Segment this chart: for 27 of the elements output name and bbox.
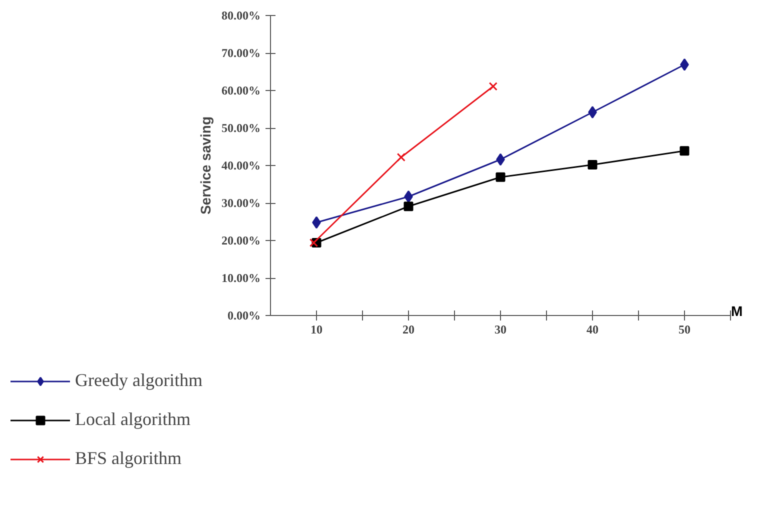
point — [309, 238, 318, 248]
y-tick-label: 10.00% — [222, 271, 260, 285]
y-tick-label: 70.00% — [222, 46, 260, 60]
y-tick-label: 60.00% — [222, 84, 260, 98]
y-tick-label: 20.00% — [222, 234, 260, 248]
legend-label: Local algorithm — [75, 409, 190, 430]
point — [588, 106, 597, 118]
point — [588, 160, 598, 170]
legend-label: BFS algorithm — [75, 448, 182, 469]
y-tick-label: 0.00% — [228, 308, 260, 322]
x-tick-label: 10 — [310, 322, 322, 336]
point — [396, 152, 406, 162]
point — [488, 82, 498, 91]
y-tick-label: 40.00% — [222, 158, 260, 172]
x-axis-title: M — [731, 302, 743, 321]
x-tick-label: 30 — [494, 322, 506, 336]
point — [404, 202, 414, 212]
x-tick-label: 20 — [402, 322, 414, 336]
y-axis-title: Service saving — [198, 116, 214, 215]
x-tick-label: 50 — [678, 322, 690, 336]
point — [680, 146, 690, 156]
y-tick-label: 30.00% — [222, 196, 260, 210]
x-tick-label: 40 — [586, 322, 598, 336]
y-tick-label: 80.00% — [222, 8, 260, 22]
y-tick-label: 50.00% — [222, 121, 260, 135]
legend-label: Greedy algorithm — [75, 370, 202, 391]
point — [496, 172, 506, 182]
